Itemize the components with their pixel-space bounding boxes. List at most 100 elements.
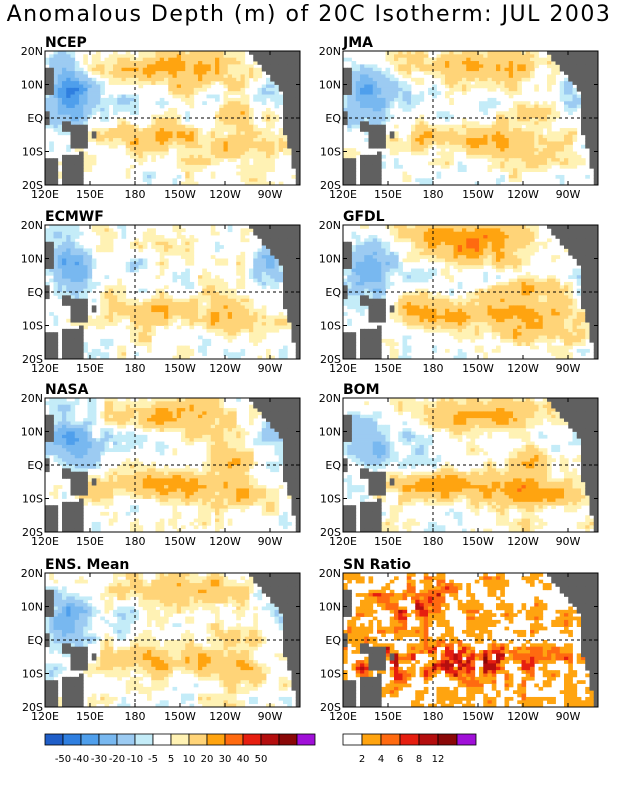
heatmap-cell — [219, 292, 224, 296]
heatmap-cell — [193, 308, 199, 313]
heatmap-cell — [164, 77, 169, 82]
heatmap-cell — [206, 285, 212, 290]
land-cell — [593, 107, 599, 112]
heatmap-cell — [368, 111, 374, 116]
heatmap-cell — [530, 164, 535, 169]
heatmap-cell — [49, 107, 54, 112]
land-cell — [79, 161, 84, 166]
heatmap-cell — [206, 54, 212, 59]
heatmap-cell — [130, 141, 135, 146]
heatmap-cell — [504, 54, 510, 59]
heatmap-cell — [198, 168, 203, 172]
heatmap-cell — [394, 77, 399, 82]
heatmap-cell — [470, 84, 476, 89]
heatmap-cell — [66, 268, 71, 273]
heatmap-cell — [172, 228, 178, 233]
heatmap-cell — [185, 251, 190, 256]
heatmap-cell — [130, 308, 135, 313]
heatmap-cell — [206, 141, 212, 146]
heatmap-cell — [491, 77, 497, 82]
heatmap-cell — [423, 225, 429, 229]
land-cell — [360, 161, 365, 166]
heatmap-cell — [576, 101, 582, 105]
heatmap-cell — [240, 265, 246, 269]
heatmap-cell — [62, 288, 67, 293]
land-cell — [581, 118, 586, 122]
heatmap-cell — [568, 81, 573, 85]
heatmap-cell — [138, 54, 144, 59]
heatmap-cell — [125, 325, 131, 330]
heatmap-cell — [278, 181, 284, 186]
heatmap-cell — [83, 61, 88, 65]
heatmap-cell — [142, 131, 148, 136]
land-cell — [53, 171, 59, 176]
land-cell — [287, 312, 292, 316]
land-cell — [278, 255, 284, 259]
heatmap-cell — [223, 128, 229, 132]
heatmap-cell — [457, 128, 463, 132]
heatmap-cell — [62, 51, 67, 55]
heatmap-cell — [79, 94, 84, 99]
land-cell — [593, 151, 599, 156]
heatmap-cell — [398, 94, 403, 99]
heatmap-cell — [176, 71, 182, 75]
heatmap-cell — [53, 281, 59, 286]
heatmap-cell — [257, 181, 263, 186]
heatmap-cell — [96, 348, 101, 353]
heatmap-cell — [168, 61, 173, 65]
heatmap-cell — [568, 107, 573, 112]
heatmap-cell — [270, 355, 275, 360]
heatmap-cell — [274, 91, 280, 95]
heatmap-cell — [491, 141, 497, 146]
heatmap-cell — [249, 107, 254, 112]
heatmap-cell — [104, 228, 110, 233]
heatmap-cell — [244, 164, 250, 169]
land-cell — [278, 261, 284, 266]
heatmap-cell — [274, 154, 280, 159]
heatmap-cell — [53, 118, 59, 122]
land-cell — [291, 144, 297, 149]
heatmap-cell — [83, 285, 88, 290]
land-cell — [283, 97, 288, 102]
heatmap-cell — [355, 91, 361, 95]
heatmap-cell — [249, 174, 254, 179]
heatmap-cell — [79, 91, 84, 95]
heatmap-cell — [449, 87, 454, 92]
heatmap-cell — [227, 87, 233, 92]
heatmap-cell — [53, 54, 59, 59]
heatmap-cell — [428, 161, 433, 166]
heatmap-cell — [113, 51, 118, 55]
heatmap-cell — [117, 71, 122, 75]
heatmap-cell — [394, 158, 399, 162]
heatmap-cell — [210, 298, 216, 303]
heatmap-cell — [57, 61, 63, 65]
heatmap-cell — [240, 118, 246, 122]
heatmap-cell — [462, 61, 467, 65]
heatmap-cell — [134, 352, 139, 357]
heatmap-cell — [202, 278, 207, 283]
heatmap-cell — [91, 318, 97, 323]
heatmap-cell — [436, 111, 442, 116]
heatmap-cell — [406, 57, 412, 62]
heatmap-cell — [445, 134, 450, 139]
heatmap-cell — [534, 158, 539, 162]
land-cell — [589, 107, 595, 112]
heatmap-cell — [181, 302, 186, 306]
heatmap-cell — [436, 225, 442, 229]
heatmap-cell — [83, 268, 88, 273]
heatmap-cell — [236, 57, 241, 62]
heatmap-cell — [181, 318, 186, 323]
land-cell — [343, 181, 348, 186]
heatmap-cell — [104, 322, 110, 326]
heatmap-cell — [210, 288, 216, 293]
heatmap-cell — [411, 134, 416, 139]
heatmap-cell — [202, 154, 207, 159]
heatmap-cell — [70, 268, 76, 273]
heatmap-cell — [496, 54, 501, 59]
heatmap-cell — [440, 164, 446, 169]
heatmap-cell — [517, 121, 522, 126]
heatmap-cell — [155, 67, 161, 72]
heatmap-cell — [219, 141, 224, 146]
heatmap-cell — [508, 151, 514, 156]
land-cell — [278, 235, 284, 239]
